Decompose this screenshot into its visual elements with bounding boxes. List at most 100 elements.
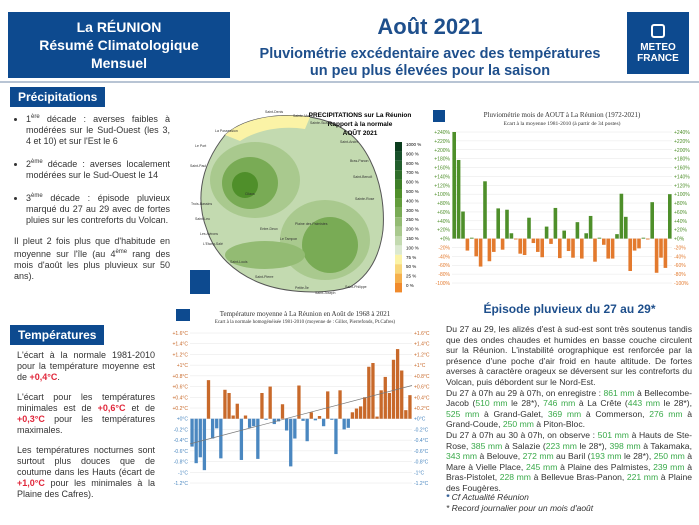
y-tick-label: -80% [438, 272, 450, 278]
bar-1971 [202, 418, 207, 471]
episode-records-29: Du 27 à 07h au 29 à 07h, on enregistre :… [446, 388, 692, 430]
y-tick-label: +60% [437, 210, 450, 216]
bar-2007 [350, 412, 355, 419]
bar-2003 [588, 215, 593, 239]
y-tick-label: -1.2°C [414, 481, 429, 487]
place-label: Bras-Panon [350, 159, 369, 163]
bar-2015 [641, 237, 646, 239]
divider [0, 81, 699, 83]
bar-1992 [289, 418, 293, 467]
y-tick-label: +100% [434, 192, 450, 198]
precip-bullet: 2ème décade : averses localement modérée… [26, 157, 170, 181]
legend-swatch [395, 142, 402, 152]
y-tick-label: +40% [674, 219, 687, 225]
bar-1973 [210, 418, 215, 439]
y-tick-label: +1°C [177, 363, 189, 369]
rain-amount: 398 mm [609, 440, 641, 451]
bar-1992 [540, 238, 544, 258]
episode-text-run: à Grand-Galet, [479, 408, 548, 419]
legend-label: 150 % [406, 236, 419, 241]
precip-bullets: 1ère décade : averses faibles à modérées… [14, 112, 170, 226]
y-tick-label: +1.6°C [414, 331, 430, 337]
bar-2000 [575, 222, 580, 239]
bar-2017 [650, 202, 654, 239]
y-tick-label: +0.4°C [414, 395, 430, 401]
rain-chart-subtitle: Ecart à la moyenne 1981-2010 (à partir d… [503, 121, 621, 127]
y-tick-label: +180% [434, 157, 450, 163]
y-tick-label: -0.4°C [174, 438, 189, 444]
legend-swatch [395, 273, 402, 283]
episode-text-run: à Piton-Bloc. [533, 419, 586, 430]
bar-1995 [301, 418, 305, 421]
place-label: Sainte-Suzanne [310, 121, 335, 125]
y-tick-label: +160% [674, 166, 690, 172]
chart-logo [433, 110, 445, 122]
place-label: La Possession [215, 129, 238, 133]
rain-amount: 250 mm [502, 419, 534, 430]
bar-2016 [387, 393, 392, 419]
episode-text-run: à Belouve, [477, 451, 523, 462]
y-tick-label: +0.2°C [173, 406, 189, 412]
episode-text-run: à La Crête ( [575, 398, 628, 409]
bar-1996 [558, 238, 562, 259]
y-tick-label: +1.2°C [414, 352, 430, 358]
y-tick-label: +1.4°C [414, 342, 430, 348]
bar-1982 [247, 418, 252, 428]
y-tick-label: -100% [674, 281, 689, 287]
footnotes: * Cf Actualité Réunion * Record journali… [446, 492, 593, 514]
bar-1982 [496, 208, 500, 239]
bar-2020 [404, 410, 408, 419]
temp-chart-subtitle: Ecart à la normale homogénéisée 1981-201… [214, 320, 396, 325]
bar-1977 [474, 238, 478, 257]
legend-label: 600 % [406, 180, 419, 185]
bar-1988 [522, 238, 527, 256]
y-tick-label: +1.2°C [173, 352, 189, 358]
y-tick-label: +0.8°C [414, 374, 430, 380]
footnote-1: * Cf Actualité Réunion [446, 492, 529, 502]
subtitle-line: un peu plus élevées pour la saison [309, 63, 551, 79]
legend-swatch [395, 170, 402, 180]
bar-1983 [500, 238, 505, 250]
y-tick-label: +120% [434, 183, 450, 189]
legend-swatch [395, 254, 402, 265]
bar-2010 [363, 397, 367, 419]
precip-text: 1ère décade : averses faibles à modérées… [14, 112, 170, 291]
bar-1990 [531, 238, 536, 244]
bar-1984 [505, 209, 509, 239]
bar-1985 [509, 233, 514, 239]
bar-1983 [252, 418, 256, 427]
bar-1999 [571, 238, 575, 258]
y-tick-label: +0.6°C [173, 385, 189, 391]
bar-2008 [610, 238, 615, 259]
y-tick-label: +0.6°C [414, 385, 430, 391]
bar-1973 [456, 159, 461, 239]
bar-1972 [206, 380, 211, 419]
episode-text-run: à Plaine des Fougères. [446, 472, 693, 493]
place-label: Petite-Île [295, 286, 309, 290]
precip-bullet: 3ème décade : épisode pluvieux marqué du… [26, 191, 170, 226]
legend-swatch [395, 151, 402, 161]
rain-amount: 193 mm [590, 451, 622, 462]
legend-label: 400 % [406, 198, 419, 203]
footnote-2: * Record journalier pour un mois d'août [446, 503, 594, 513]
bar-2004 [593, 238, 597, 262]
y-tick-label: -20% [674, 245, 686, 251]
place-label: Trois-Bassins [191, 202, 212, 206]
bar-1981 [492, 238, 496, 252]
rain-chart-svg: -100% -100% -80% -80% -60% -60% -40% -40% -20% -2… [434, 130, 690, 287]
legend-swatch [395, 226, 402, 236]
y-tick-label: +80% [437, 201, 450, 207]
rain-amount: 276 mm [649, 408, 683, 419]
bar-2002 [330, 418, 334, 420]
place-label: Plaine des Palmistes [295, 222, 328, 226]
region-title: La RÉUNION [76, 19, 162, 35]
rain-amount: 343 mm [446, 451, 478, 462]
legend-label: 500 % [406, 189, 419, 194]
y-tick-label: +20% [437, 228, 450, 234]
y-tick-label: +100% [674, 192, 690, 198]
episode-text-run: à Plaine des Palmistes, [557, 461, 654, 472]
map-legend: 1000 % 900 % 800 % 700 % 600 % 500 % 400 % 300 … [395, 142, 421, 293]
bar-2009 [358, 406, 363, 419]
rain-amount: 250 mm [653, 451, 685, 462]
rain-zone [225, 241, 305, 269]
